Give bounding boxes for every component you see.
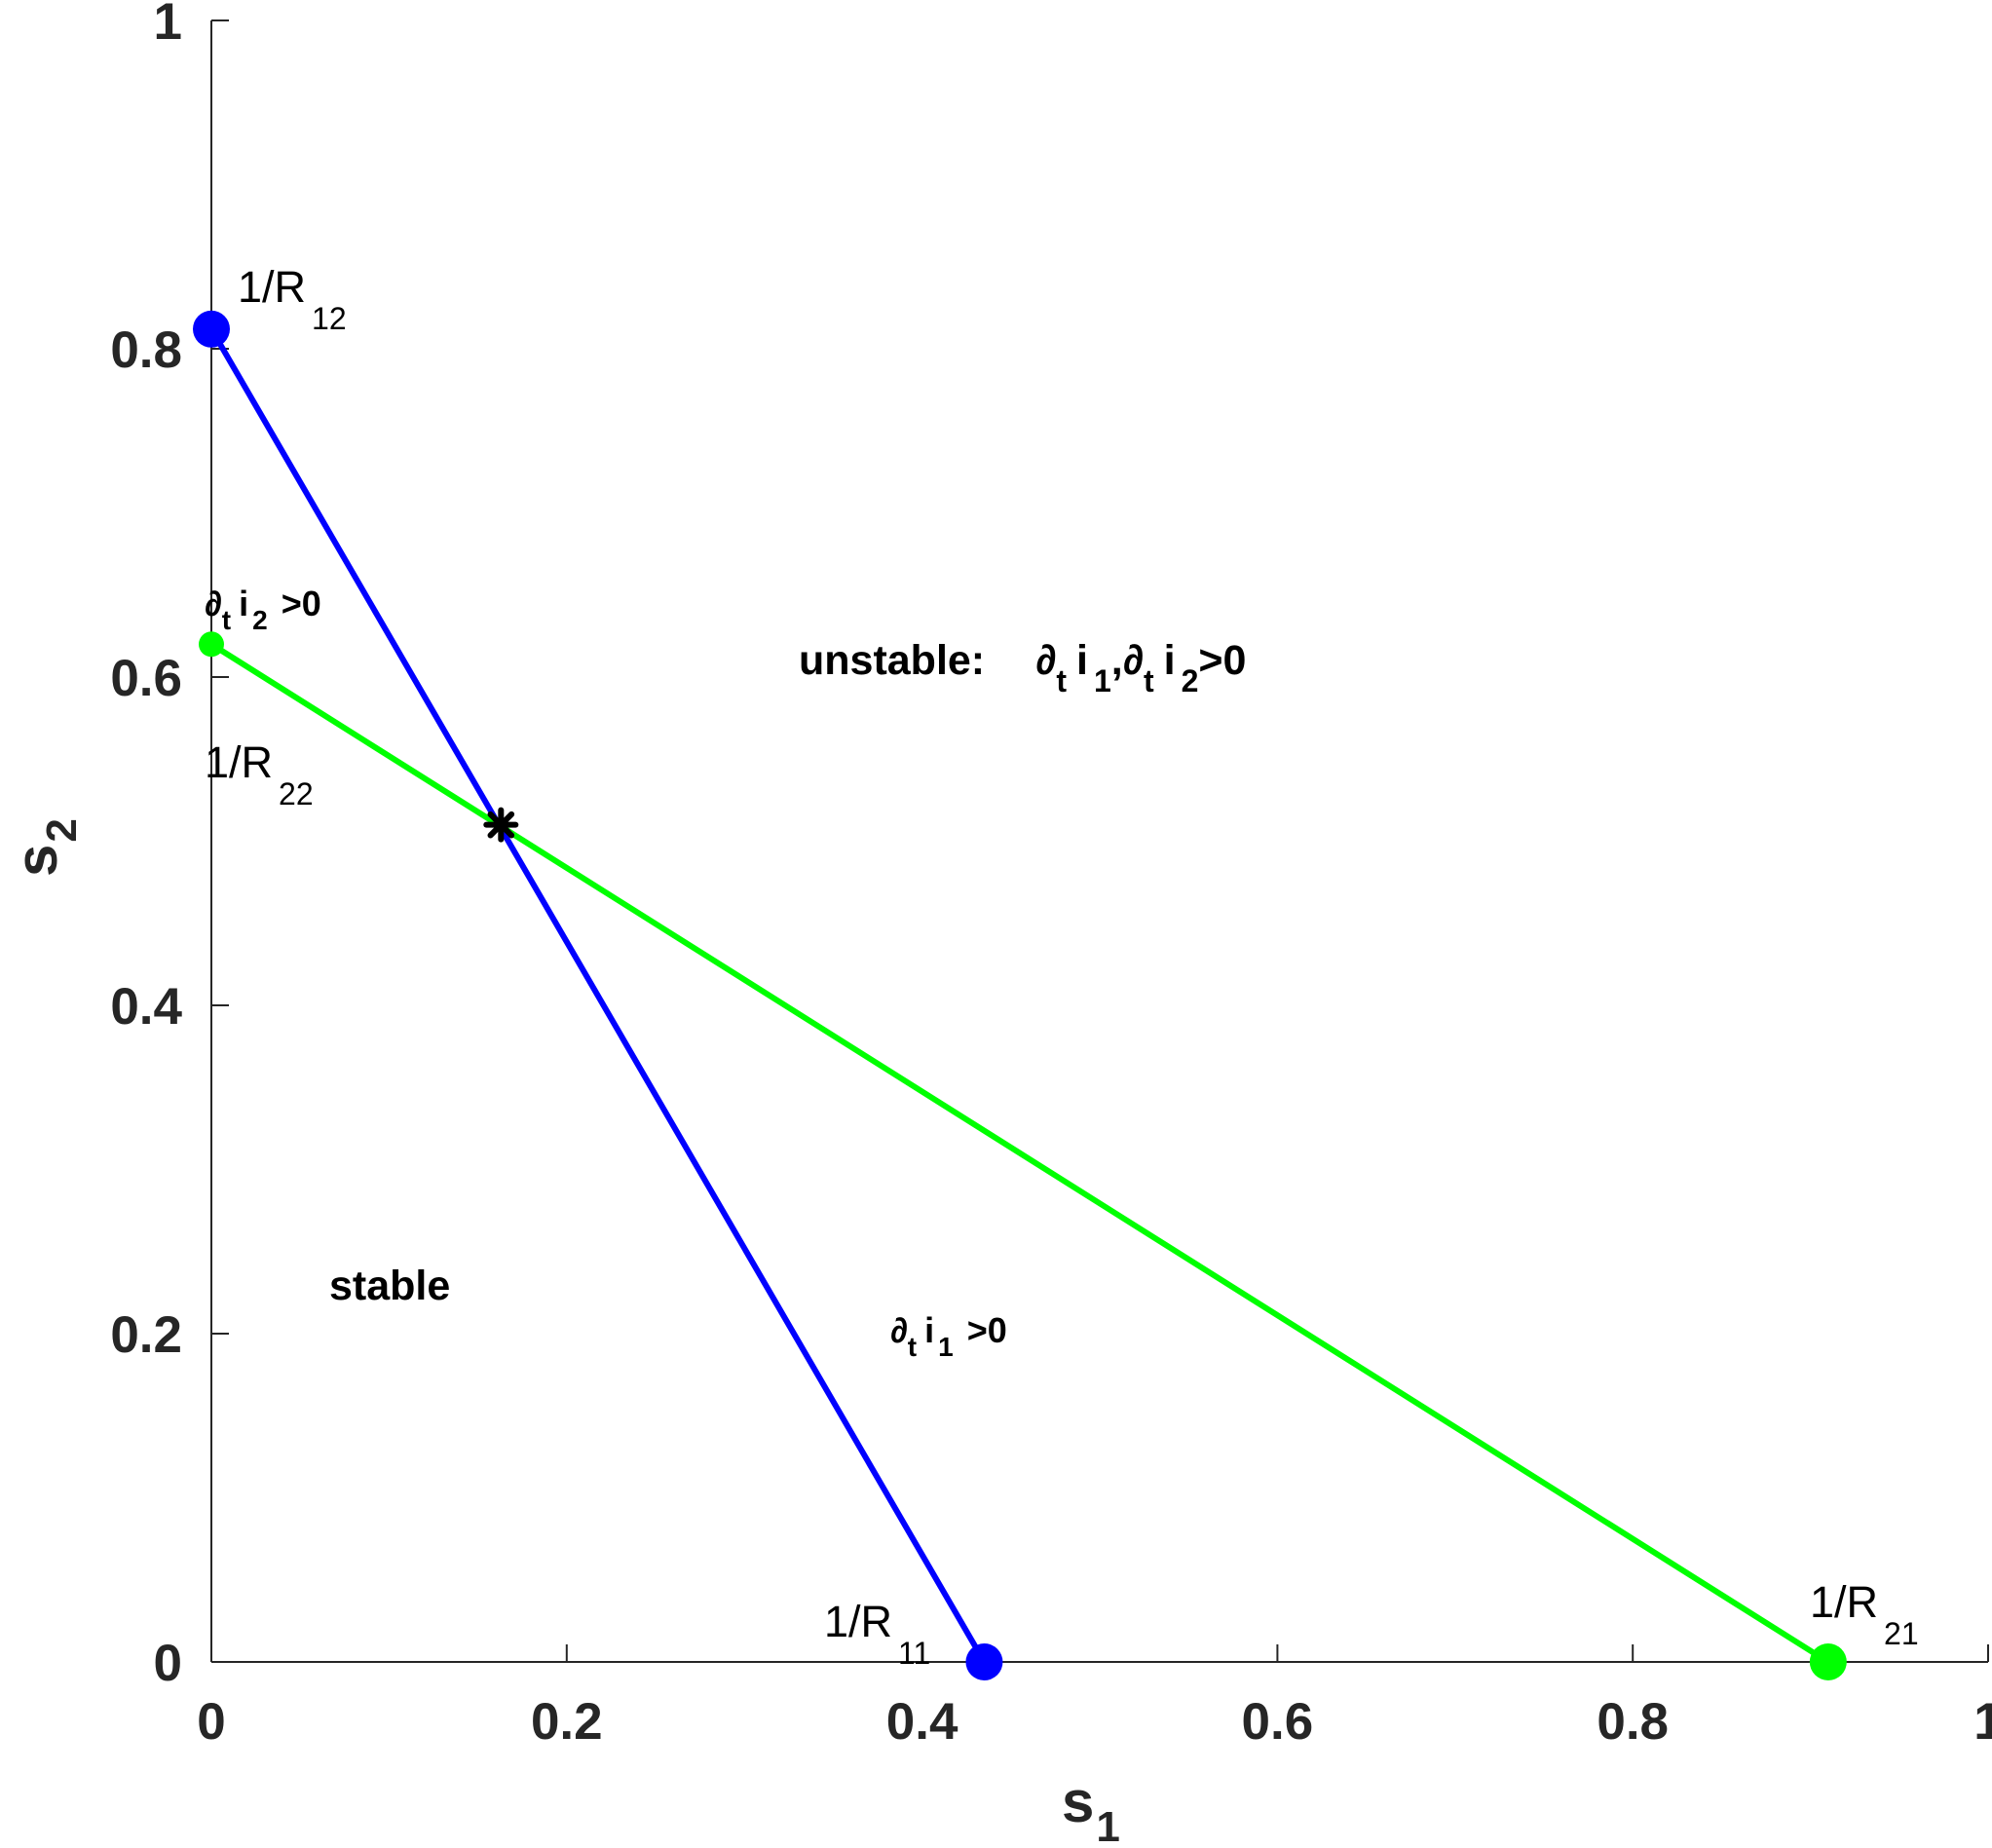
series-layer: [193, 310, 1847, 1680]
y-tick-label: 0.2: [110, 1306, 182, 1364]
label-1-over-R11: 1/R11: [824, 1597, 930, 1671]
label-1-over-R21: 1/R21: [1810, 1577, 1919, 1651]
series-line-1: [209, 641, 1830, 1665]
x-tick-label: 0.6: [1242, 1693, 1314, 1751]
x-tick-label: 0.8: [1597, 1693, 1669, 1751]
marker-layer: [483, 807, 519, 843]
y-tick-label: 1: [154, 0, 182, 51]
x-axis-title: s1: [1062, 1769, 1120, 1848]
y-tick-label: 0.4: [110, 978, 182, 1036]
y-axis-title: s2: [4, 818, 86, 877]
label-1-over-R22: 1/R22: [205, 737, 314, 811]
y-tick-label: 0: [154, 1635, 182, 1692]
dti2-positive-label: ∂t i 2 >0: [205, 584, 321, 635]
series-line-0: [208, 327, 988, 1664]
x-tick-label: 0.2: [531, 1693, 603, 1751]
endpoint-marker: [1809, 1643, 1847, 1680]
label-1-over-R12: 1/R12: [238, 262, 347, 336]
endpoint-marker: [193, 310, 230, 348]
unstable-label: unstable: ∂t i 1,∂t i 2>0: [799, 637, 1246, 698]
y-tick-label: 0.6: [110, 650, 182, 707]
equilibrium-marker: [483, 807, 519, 843]
y-tick-label: 0.8: [110, 321, 182, 379]
x-tick-label: 0: [197, 1693, 225, 1751]
dti1-positive-label: ∂t i 1 >0: [890, 1310, 1007, 1362]
endpoint-marker: [965, 1643, 1003, 1680]
x-tick-label: 0.4: [886, 1693, 958, 1751]
endpoint-marker: [199, 631, 224, 658]
x-tick-label: 1: [1973, 1693, 1992, 1751]
axes: 0 0.2 0.4 0.6 0.8 1 0 0.2 0.4 0.6 0.8 1: [110, 0, 1992, 1751]
stable-label: stable: [329, 1263, 450, 1309]
